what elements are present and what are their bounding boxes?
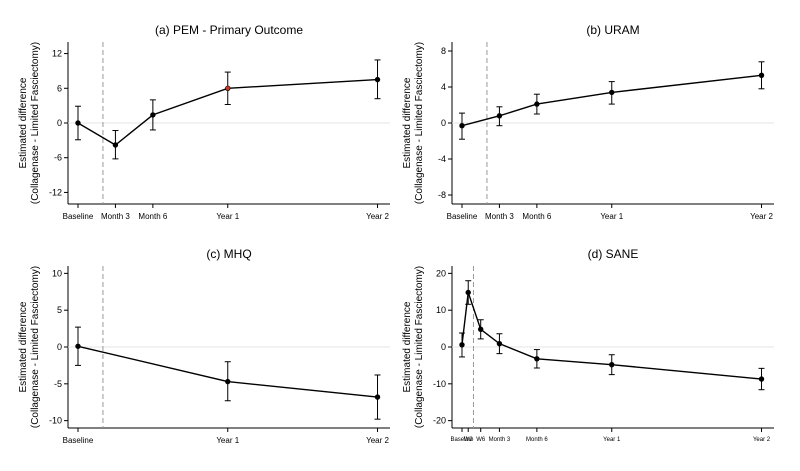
y-axis-label: Estimated difference <box>18 77 29 168</box>
panel-title: (d) SANE <box>588 247 639 261</box>
x-tick-label: Year 1 <box>216 212 239 221</box>
data-point <box>150 112 156 118</box>
data-point <box>225 378 231 385</box>
x-tick-label: Month 3 <box>489 437 511 443</box>
y-axis-label: Estimated difference <box>18 301 29 392</box>
y-tick-label: 0 <box>57 118 62 128</box>
y-tick-label: 4 <box>441 82 446 92</box>
data-point <box>758 72 765 79</box>
x-tick-label: Year 2 <box>366 436 389 445</box>
panel-3: (c) MHQ Estimated difference (Collagenase … <box>18 247 390 445</box>
data-point <box>534 356 540 362</box>
data-point <box>459 342 465 348</box>
y-tick-label: -12 <box>49 187 62 197</box>
x-tick-label: Year 2 <box>750 212 773 221</box>
data-point <box>374 394 381 400</box>
data-point <box>459 122 465 129</box>
data-point <box>478 326 484 333</box>
data-point <box>758 376 765 382</box>
y-tick-label: -8 <box>438 190 446 200</box>
panel-title: (b) URAM <box>586 23 639 37</box>
panel-title: (c) MHQ <box>206 247 251 261</box>
x-tick-label: Year 1 <box>603 437 621 443</box>
data-point <box>112 142 119 148</box>
y-tick-label: 0 <box>441 118 446 128</box>
panel-2: (b) URAM Estimated difference (Collagenase… <box>402 23 774 221</box>
x-tick-label: W2 <box>464 437 474 443</box>
x-tick-label: W6 <box>476 437 486 443</box>
x-tick-label: Month 6 <box>522 212 551 221</box>
data-point <box>465 289 471 296</box>
data-point <box>374 76 381 83</box>
y-tick-label: -10 <box>49 416 62 426</box>
y-tick-label: -4 <box>438 154 446 164</box>
panel-title: (a) PEM - Primary Outcome <box>155 23 303 37</box>
data-point <box>496 113 503 119</box>
data-point <box>75 343 81 349</box>
x-tick-label: Month 6 <box>526 437 548 443</box>
x-tick-label: Baseline <box>447 212 478 221</box>
x-tick-label: Baseline <box>63 212 94 221</box>
data-point <box>75 120 81 126</box>
y-tick-label: 5 <box>57 305 62 315</box>
y-tick-label: -20 <box>433 416 446 426</box>
data-point <box>534 101 540 107</box>
data-point <box>225 85 231 91</box>
data-point <box>609 89 615 96</box>
data-point <box>609 361 615 368</box>
y-tick-label: 20 <box>436 268 446 278</box>
y-tick-label: 6 <box>57 83 62 93</box>
x-tick-label: Year 2 <box>366 212 389 221</box>
y-axis-label-sub: (Collagenase - Limited Fasciectomy) <box>30 42 41 204</box>
y-tick-label: -6 <box>54 153 62 163</box>
y-tick-label: 8 <box>441 46 446 56</box>
y-tick-label: 12 <box>52 49 62 59</box>
y-tick-label: 10 <box>52 268 62 278</box>
y-tick-label: 0 <box>57 342 62 352</box>
y-tick-label: -5 <box>54 379 62 389</box>
x-tick-label: Month 3 <box>485 212 514 221</box>
y-axis-label: Estimated difference <box>402 301 413 392</box>
y-axis-label-sub: (Collagenase - Limited Fasciectomy) <box>414 266 425 428</box>
x-tick-label: Baseline <box>450 437 474 443</box>
x-tick-label: Month 6 <box>138 212 167 221</box>
x-tick-label: Month 3 <box>101 212 130 221</box>
y-tick-label: -10 <box>433 379 446 389</box>
x-tick-label: Year 2 <box>753 437 771 443</box>
panel-4: (d) SANE Estimated difference (Collagenase… <box>402 247 774 443</box>
y-axis-label-sub: (Collagenase - Limited Fasciectomy) <box>30 266 41 428</box>
y-tick-label: 0 <box>441 342 446 352</box>
x-tick-label: Year 1 <box>600 212 623 221</box>
x-tick-label: Baseline <box>63 436 94 445</box>
y-axis-label-sub: (Collagenase - Limited Fasciectomy) <box>414 42 425 204</box>
x-tick-label: Year 1 <box>216 436 239 445</box>
panel-1: (a) PEM - Primary Outcome Estimated diffe… <box>18 23 390 221</box>
data-point <box>496 340 503 347</box>
y-axis-label: Estimated difference <box>402 77 413 168</box>
y-tick-label: 10 <box>436 305 446 315</box>
